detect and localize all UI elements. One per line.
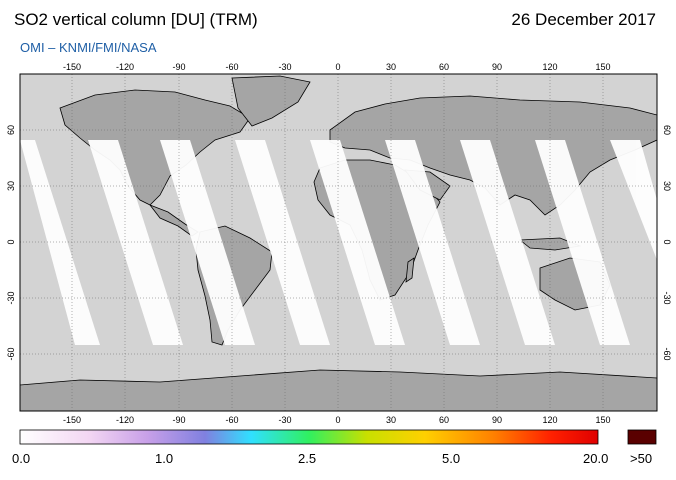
colorbar [19, 429, 599, 445]
lon-tick: -120 [116, 62, 134, 72]
map-title: SO2 vertical column [DU] (TRM) [14, 10, 258, 29]
lon-labels-top: -150 -120 -90 -60 -30 0 30 60 90 120 150 [63, 62, 611, 72]
colorbar-label: >50 [630, 451, 653, 466]
swath [160, 140, 255, 345]
lon-tick: -60 [225, 415, 238, 425]
orbit-swaths [20, 140, 657, 345]
lat-tick: 60 [6, 125, 16, 135]
lon-tick: 0 [335, 415, 340, 425]
lon-tick: 60 [439, 415, 449, 425]
swath [460, 140, 555, 345]
lat-tick: -30 [6, 291, 16, 304]
lon-tick: 30 [386, 62, 396, 72]
lon-labels-bottom: -150 -120 -90 -60 -30 0 30 60 90 120 150 [63, 415, 611, 425]
lon-tick: 120 [542, 415, 557, 425]
lon-tick: -90 [172, 415, 185, 425]
lat-labels-left: 60 30 0 -30 -60 [6, 125, 16, 361]
lon-tick: -90 [172, 62, 185, 72]
colorbar-overflow-swatch [627, 429, 657, 445]
lon-tick: -30 [278, 62, 291, 72]
swath [235, 140, 330, 345]
lon-tick: 30 [386, 415, 396, 425]
lon-tick: 120 [542, 62, 557, 72]
colorbar-label: 0.0 [12, 451, 31, 466]
lat-tick: -60 [6, 347, 16, 360]
lat-tick: 30 [6, 181, 16, 191]
swath [610, 140, 657, 260]
map-frame [19, 73, 658, 412]
colorbar-label: 20.0 [583, 451, 609, 466]
land-masses [20, 75, 657, 411]
lon-tick: -150 [63, 415, 81, 425]
colorbar-label: 1.0 [155, 451, 174, 466]
swath [385, 140, 480, 345]
lat-tick: 0 [6, 239, 16, 244]
colorbar-label: 5.0 [442, 451, 461, 466]
indonesia [518, 237, 582, 251]
lat-labels-right: 60 30 0 -30 -60 [662, 125, 672, 361]
lon-tick: 0 [335, 62, 340, 72]
lat-tick: 0 [662, 239, 672, 244]
data-credit: OMI – KNMI/FMI/NASA [20, 40, 157, 55]
antarctica [20, 369, 657, 411]
lat-tick: -60 [662, 347, 672, 360]
lon-tick: 150 [595, 62, 610, 72]
swath [535, 140, 630, 345]
lon-tick: -60 [225, 62, 238, 72]
lon-tick: 60 [439, 62, 449, 72]
lon-tick: 90 [492, 415, 502, 425]
graticule [20, 74, 657, 411]
lon-tick: -30 [278, 415, 291, 425]
lon-tick: -120 [116, 415, 134, 425]
lon-tick: -150 [63, 62, 81, 72]
swath [88, 140, 183, 345]
swath [310, 140, 405, 345]
lat-tick: -30 [662, 291, 672, 304]
swath [20, 140, 100, 345]
lon-tick: 150 [595, 415, 610, 425]
map-date: 26 December 2017 [511, 10, 656, 29]
lon-tick: 90 [492, 62, 502, 72]
colorbar-label: 2.5 [298, 451, 317, 466]
lat-tick: 30 [662, 181, 672, 191]
lat-tick: 60 [662, 125, 672, 135]
madagascar [405, 257, 415, 283]
